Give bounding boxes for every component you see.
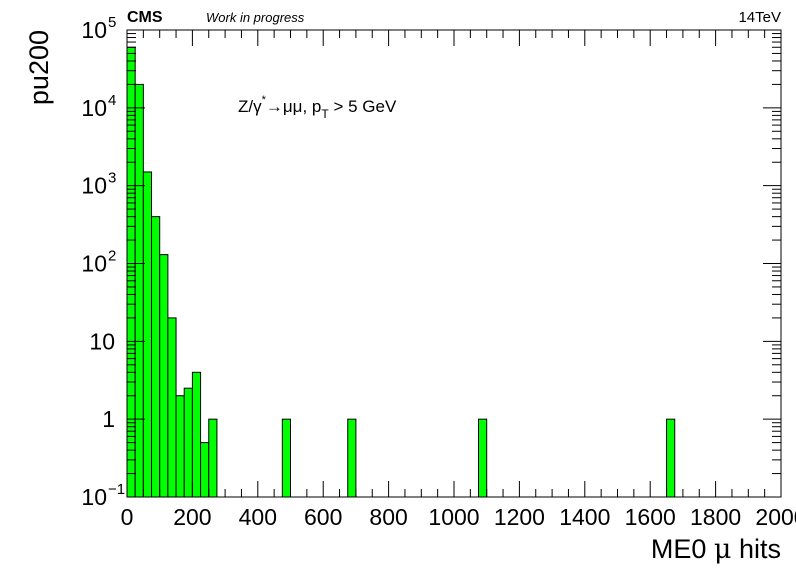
histogram-bin-11 [281,418,292,498]
histogram-bin-4 [159,254,169,498]
histogram-bin-1 [134,83,144,498]
cms-label: CMS [127,9,163,26]
y-tick-label: 10 [81,251,107,277]
x-tick-label: 800 [369,504,407,530]
histogram-bars [126,46,676,498]
y-axis-title: pu200 [24,30,54,105]
y-tick-exponent: −1 [108,481,125,498]
process-annotation: Z/γ*→μμ, pT > 5 GeV [238,94,397,121]
y-tick-exponent: 3 [108,170,116,187]
histogram-bin-2 [142,171,153,498]
y-tick-label: 1 [102,406,115,432]
plot-frame [126,29,782,498]
axis-ticks: 020040060080010001200140016001800200010−… [81,14,796,530]
x-tick-label: 1400 [559,504,610,530]
x-tick-label: 1200 [494,504,545,530]
histogram-bin-10 [208,418,218,498]
y-tick-exponent: 5 [108,14,116,31]
histogram-bin-0 [126,46,136,498]
y-tick-exponent: 2 [108,248,116,265]
x-tick-label: 1000 [428,504,479,530]
y-tick-label: 10 [81,484,107,510]
x-tick-label: 1600 [625,504,676,530]
work-in-progress-label: Work in progress [206,10,305,25]
histogram-bin-3 [151,216,161,498]
histogram-bin-6 [175,395,185,498]
y-tick-label: 10 [89,328,115,354]
energy-label: 14TeV [738,9,781,26]
histogram-bin-7 [183,387,193,498]
histogram-bin-5 [167,317,177,498]
x-tick-label: 200 [173,504,211,530]
y-tick-label: 10 [81,95,107,121]
x-tick-label: 0 [121,504,134,530]
x-tick-label: 600 [304,504,342,530]
y-tick-label: 10 [81,17,107,43]
x-axis-title: ME0 μ hits [651,534,781,565]
x-tick-label: 1800 [690,504,741,530]
y-tick-label: 10 [81,173,107,199]
histogram-bin-13 [478,418,488,498]
x-tick-label: 400 [239,504,277,530]
histogram-bin-9 [200,442,210,498]
histogram-bin-12 [347,418,357,498]
y-tick-exponent: 4 [108,92,116,109]
histogram-bin-14 [666,418,676,498]
histogram-bin-8 [191,371,202,498]
